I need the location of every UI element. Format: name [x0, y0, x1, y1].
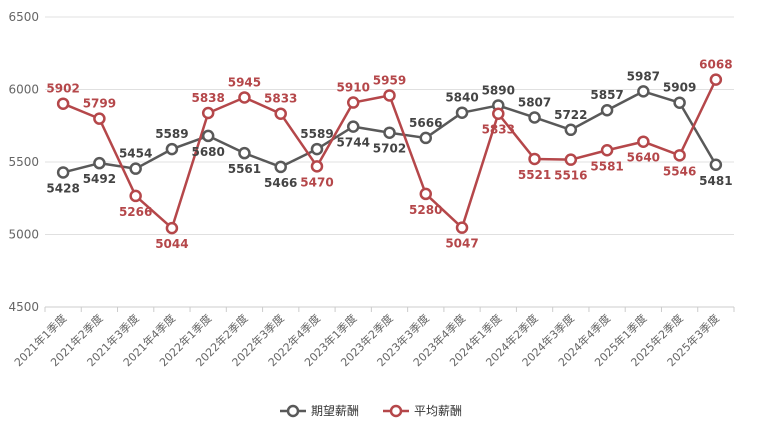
- y-axis: 4500 5000 5500 6000 6500: [8, 10, 39, 314]
- data-point[interactable]: [129, 162, 142, 175]
- data-label: 5722: [554, 108, 587, 122]
- data-point[interactable]: [673, 96, 686, 109]
- data-label: 5959: [373, 73, 406, 87]
- y-tick-label: 6000: [8, 83, 39, 97]
- data-label: 5744: [337, 136, 370, 150]
- data-point[interactable]: [564, 153, 578, 166]
- data-label: 5680: [191, 145, 224, 159]
- data-point[interactable]: [528, 111, 541, 124]
- data-label: 5909: [663, 81, 696, 95]
- data-point[interactable]: [600, 103, 614, 117]
- data-label: 5799: [83, 97, 116, 111]
- data-label: 5910: [337, 81, 370, 95]
- data-point[interactable]: [310, 160, 324, 173]
- data-point[interactable]: [274, 107, 287, 120]
- data-point[interactable]: [238, 91, 251, 104]
- data-point[interactable]: [455, 221, 469, 234]
- data-label: 6068: [699, 58, 732, 72]
- data-point[interactable]: [201, 129, 215, 143]
- legend-item-0[interactable]: 期望薪酬: [280, 404, 359, 418]
- data-label: 5589: [155, 127, 188, 141]
- data-point[interactable]: [346, 120, 360, 133]
- data-label: 5589: [300, 127, 333, 141]
- data-label: 5807: [518, 95, 551, 109]
- data-label: 5044: [155, 237, 188, 251]
- data-label: 5702: [373, 142, 406, 156]
- data-label: 5454: [119, 147, 152, 161]
- data-label: 5481: [699, 174, 732, 188]
- data-point[interactable]: [165, 221, 179, 235]
- data-point[interactable]: [637, 85, 650, 98]
- data-label: 5546: [663, 164, 696, 178]
- data-label: 5857: [590, 88, 623, 102]
- data-label: 5666: [409, 116, 442, 130]
- data-label: 5640: [627, 151, 660, 165]
- data-label: 5492: [83, 172, 116, 186]
- data-point[interactable]: [419, 131, 433, 145]
- y-tick-label: 4500: [8, 300, 39, 314]
- legend[interactable]: 期望薪酬 平均薪酬: [280, 404, 462, 418]
- data-label: 5470: [300, 175, 333, 189]
- series-layer: [56, 73, 723, 235]
- data-label: 5890: [482, 83, 515, 97]
- data-point[interactable]: [93, 156, 106, 170]
- data-point[interactable]: [165, 142, 179, 156]
- data-point[interactable]: [637, 135, 650, 148]
- y-tick-label: 5500: [8, 155, 39, 169]
- data-point[interactable]: [56, 97, 70, 110]
- data-label: 5833: [482, 123, 515, 137]
- legend-label: 期望薪酬: [311, 404, 359, 418]
- data-label: 5902: [46, 82, 79, 96]
- y-tick-label: 6500: [8, 10, 39, 24]
- data-point[interactable]: [238, 146, 251, 160]
- data-label: 5466: [264, 176, 297, 190]
- data-point[interactable]: [383, 126, 396, 139]
- data-point[interactable]: [346, 96, 360, 109]
- data-point[interactable]: [564, 123, 578, 137]
- data-label: 5945: [228, 75, 261, 89]
- data-point[interactable]: [709, 73, 723, 86]
- legend-item-1[interactable]: 平均薪酬: [383, 404, 462, 418]
- data-point[interactable]: [419, 187, 433, 201]
- data-point[interactable]: [600, 144, 614, 157]
- data-label: 5521: [518, 168, 551, 182]
- data-point[interactable]: [673, 149, 686, 162]
- data-label: 5840: [445, 91, 478, 105]
- data-point[interactable]: [201, 106, 215, 120]
- data-label: 5561: [228, 162, 261, 176]
- data-point[interactable]: [93, 112, 106, 125]
- data-label: 5428: [46, 181, 79, 195]
- legend-marker: [389, 404, 403, 418]
- data-label: 5047: [445, 237, 478, 251]
- data-point[interactable]: [274, 160, 287, 174]
- data-label: 5833: [264, 92, 297, 106]
- data-label: 5266: [119, 205, 152, 219]
- y-tick-label: 5000: [8, 228, 39, 242]
- data-point[interactable]: [528, 152, 541, 166]
- legend-label: 平均薪酬: [414, 404, 462, 418]
- data-point[interactable]: [56, 166, 70, 179]
- data-point[interactable]: [310, 142, 324, 156]
- x-axis: 2021年1季度2021年2季度2021年3季度2021年4季度2022年1季度…: [11, 306, 735, 369]
- data-label: 5280: [409, 203, 442, 217]
- data-point[interactable]: [129, 189, 142, 203]
- data-label: 5581: [590, 159, 623, 173]
- data-point[interactable]: [492, 107, 505, 120]
- data-point[interactable]: [455, 106, 469, 119]
- data-point[interactable]: [383, 89, 396, 102]
- data-label: 5516: [554, 169, 587, 183]
- data-point[interactable]: [709, 158, 723, 172]
- data-label: 5838: [191, 91, 224, 105]
- data-label: 5987: [627, 69, 660, 83]
- legend-marker: [286, 404, 300, 418]
